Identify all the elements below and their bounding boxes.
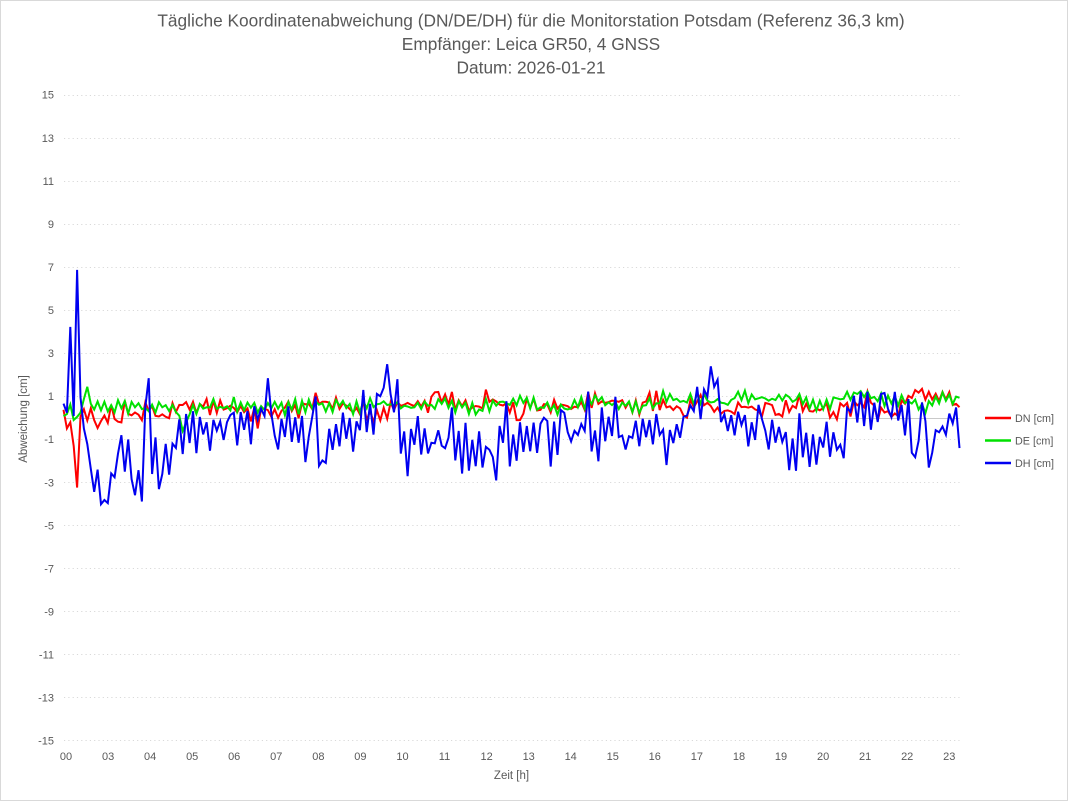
svg-text:18: 18 bbox=[733, 751, 745, 763]
svg-text:06: 06 bbox=[228, 751, 240, 763]
svg-text:22: 22 bbox=[901, 751, 913, 763]
svg-text:-5: -5 bbox=[44, 520, 54, 532]
svg-text:3: 3 bbox=[48, 348, 54, 360]
svg-text:03: 03 bbox=[102, 751, 114, 763]
svg-text:Tägliche Koordinatenabweichung: Tägliche Koordinatenabweichung (DN/DE/DH… bbox=[157, 11, 904, 31]
svg-text:00: 00 bbox=[60, 751, 72, 763]
svg-text:-9: -9 bbox=[44, 607, 54, 619]
svg-text:13: 13 bbox=[523, 751, 535, 763]
svg-text:20: 20 bbox=[817, 751, 829, 763]
svg-text:09: 09 bbox=[354, 751, 366, 763]
svg-text:05: 05 bbox=[186, 751, 198, 763]
svg-text:-15: -15 bbox=[38, 736, 54, 748]
svg-text:Datum: 2026-01-21: Datum: 2026-01-21 bbox=[457, 57, 606, 77]
svg-text:11: 11 bbox=[439, 751, 450, 763]
svg-text:13: 13 bbox=[42, 133, 54, 145]
svg-text:DE [cm]: DE [cm] bbox=[1015, 436, 1053, 448]
svg-text:-3: -3 bbox=[44, 477, 54, 489]
svg-text:14: 14 bbox=[565, 751, 577, 763]
svg-text:1: 1 bbox=[48, 391, 54, 403]
svg-text:23: 23 bbox=[943, 751, 955, 763]
svg-text:17: 17 bbox=[691, 751, 703, 763]
svg-text:-1: -1 bbox=[44, 434, 54, 446]
svg-text:21: 21 bbox=[859, 751, 871, 763]
svg-text:-11: -11 bbox=[39, 650, 54, 662]
svg-text:DN [cm]: DN [cm] bbox=[1015, 413, 1054, 425]
svg-text:5: 5 bbox=[48, 305, 54, 317]
svg-text:Empfänger: Leica GR50, 4 GNSS: Empfänger: Leica GR50, 4 GNSS bbox=[402, 34, 660, 54]
svg-text:DH [cm]: DH [cm] bbox=[1015, 458, 1054, 470]
svg-text:10: 10 bbox=[396, 751, 408, 763]
svg-text:11: 11 bbox=[43, 176, 54, 188]
svg-text:-13: -13 bbox=[38, 693, 54, 705]
svg-text:9: 9 bbox=[48, 219, 54, 231]
svg-text:-7: -7 bbox=[44, 563, 54, 575]
svg-text:12: 12 bbox=[480, 751, 492, 763]
svg-text:19: 19 bbox=[775, 751, 787, 763]
svg-text:04: 04 bbox=[144, 751, 156, 763]
svg-text:7: 7 bbox=[48, 262, 54, 274]
svg-text:07: 07 bbox=[270, 751, 282, 763]
svg-text:15: 15 bbox=[607, 751, 619, 763]
svg-text:Abweichung [cm]: Abweichung [cm] bbox=[18, 375, 30, 463]
svg-text:08: 08 bbox=[312, 751, 324, 763]
svg-text:Zeit [h]: Zeit [h] bbox=[494, 770, 529, 782]
svg-text:15: 15 bbox=[42, 90, 54, 102]
svg-text:16: 16 bbox=[649, 751, 661, 763]
